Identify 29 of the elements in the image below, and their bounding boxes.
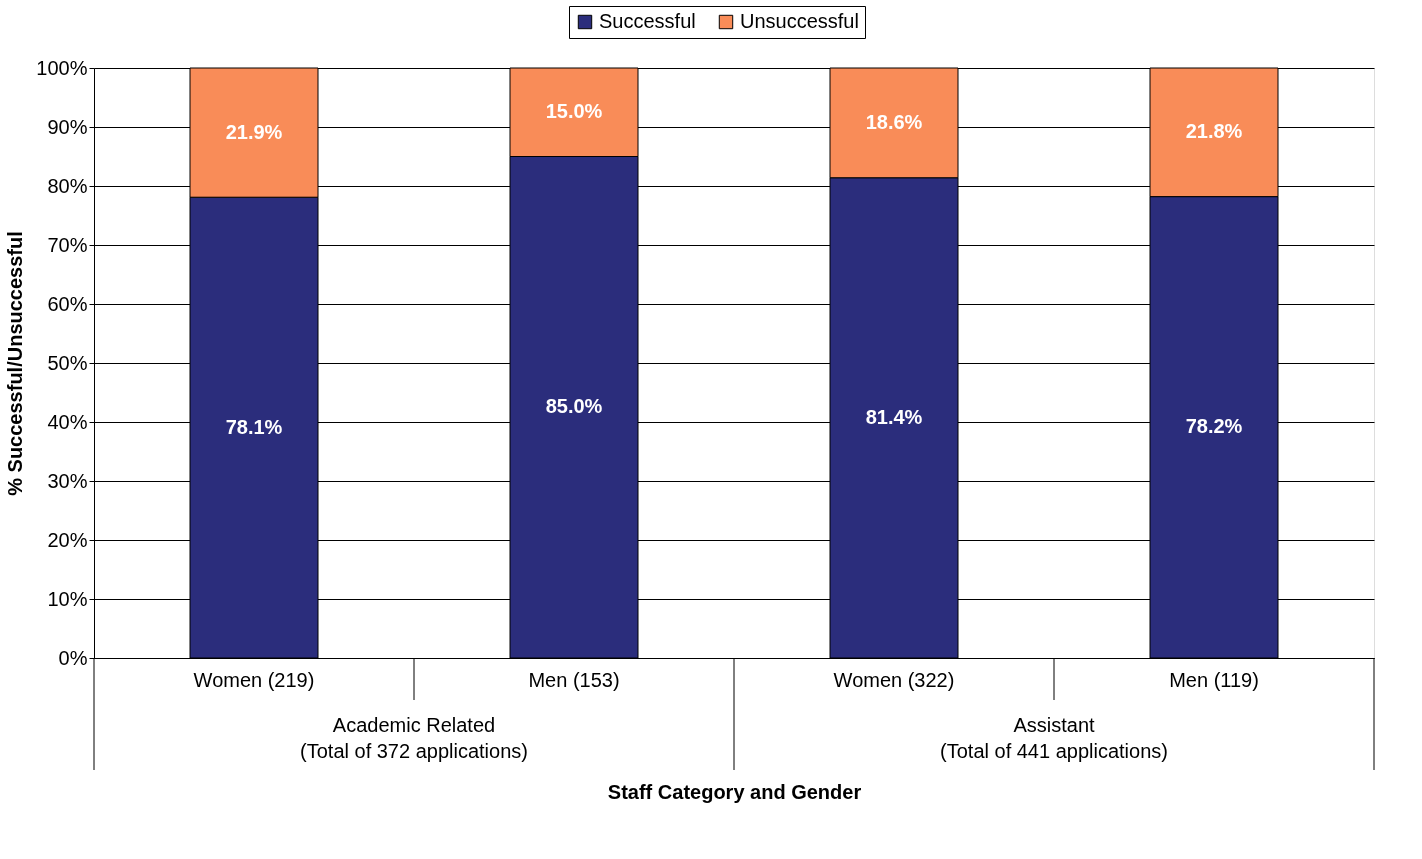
- y-tick-label: 20%: [47, 528, 88, 551]
- data-label: 15.0%: [545, 100, 603, 123]
- y-tick-label: 70%: [47, 233, 88, 256]
- data-label: 21.9%: [225, 120, 283, 143]
- y-tick-label: 40%: [47, 410, 88, 433]
- y-tick-label: 90%: [47, 115, 88, 138]
- y-tick-label: 30%: [47, 469, 88, 492]
- x-tick-label: Women (322): [833, 668, 955, 691]
- data-label: 81.4%: [865, 405, 923, 428]
- y-tick-label: 100%: [36, 56, 88, 79]
- data-label: 78.2%: [1185, 415, 1243, 438]
- x-tick-label: Men (119): [1169, 668, 1259, 691]
- x-tick-label: Women (219): [193, 668, 315, 691]
- data-label: 85.0%: [545, 395, 603, 418]
- x-axis-title: Staff Category and Gender: [607, 780, 862, 803]
- y-tick-label: 0%: [58, 646, 88, 669]
- data-label: 78.1%: [225, 415, 283, 438]
- x-tick-label: Men (153): [528, 668, 620, 691]
- data-label: 21.8%: [1185, 120, 1243, 143]
- y-tick-label: 80%: [47, 174, 88, 197]
- y-tick-label: 60%: [47, 292, 88, 315]
- text: Academic Related (Total of 372 applications): [300, 714, 528, 762]
- legend-label: Unsuccessful: [740, 10, 859, 32]
- legend-label: Successful: [599, 10, 696, 32]
- text: Assistant (Total of 441 applications): [940, 714, 1168, 762]
- y-tick-label: 10%: [47, 587, 88, 610]
- y-tick-label: 50%: [47, 351, 88, 374]
- y-axis-title: % Successful/Unsuccessful: [4, 231, 27, 496]
- data-label: 18.6%: [865, 110, 923, 133]
